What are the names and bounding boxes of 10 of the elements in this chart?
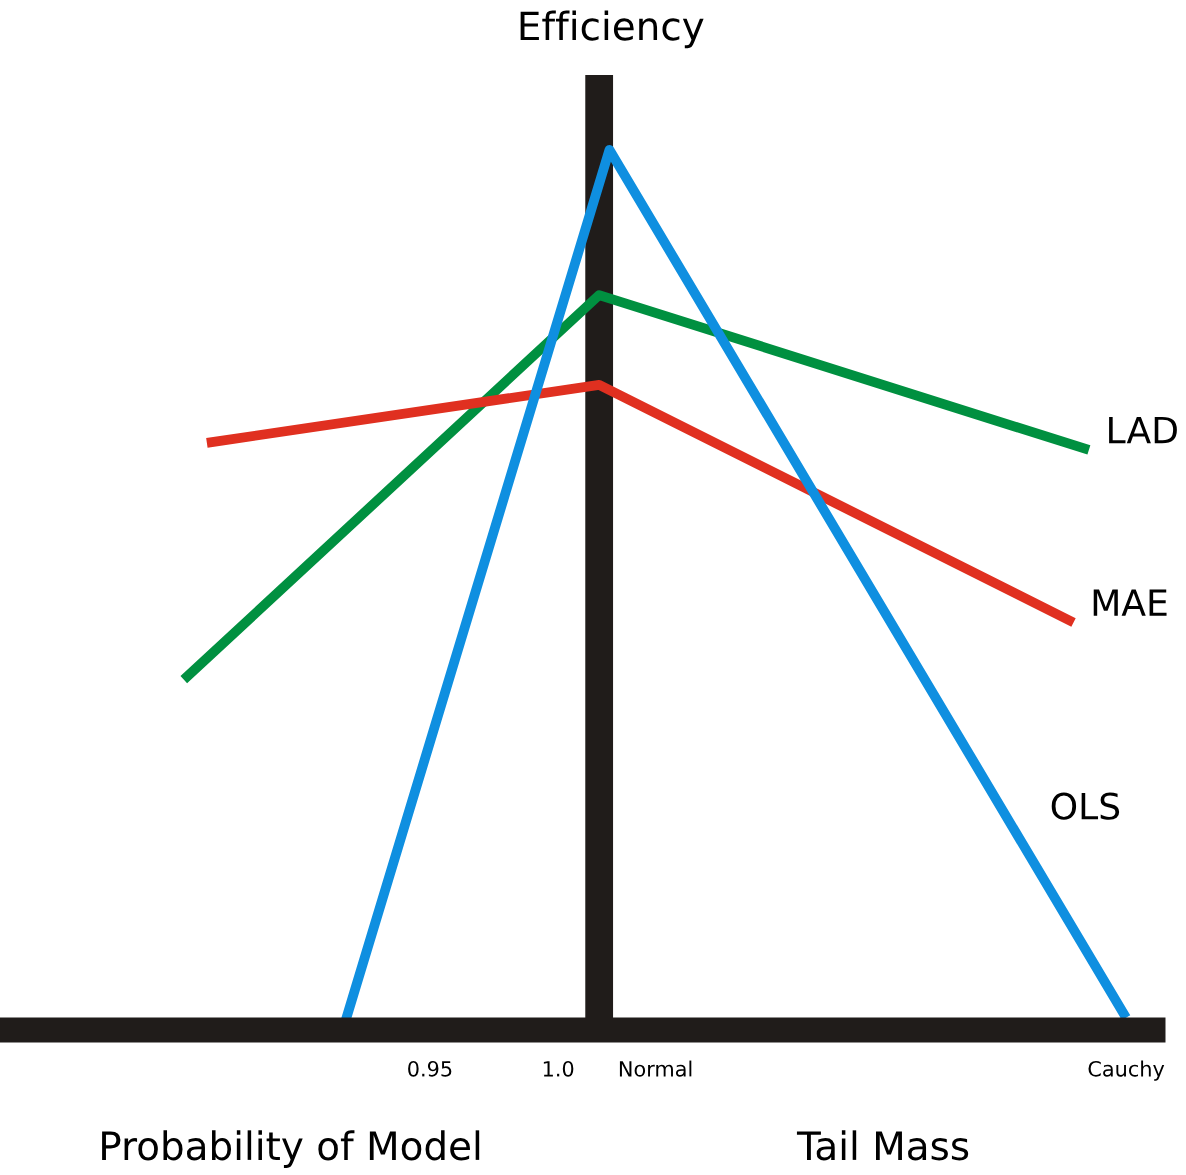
text: Tail Mass xyxy=(796,1130,969,1161)
chart-title: Efficiency xyxy=(520,10,704,49)
series-label: MAE xyxy=(1093,589,1167,616)
x-tick-label: Normal xyxy=(619,1060,692,1077)
x-tick-label: Cauchy xyxy=(1088,1060,1165,1081)
x-tick-label: 0.95 xyxy=(408,1060,452,1077)
x-tick-label: 1.0 xyxy=(543,1060,574,1077)
series-label: OLS xyxy=(1051,792,1120,820)
text: Probability of Model xyxy=(102,1130,480,1168)
series-label: LAD xyxy=(1109,416,1177,444)
